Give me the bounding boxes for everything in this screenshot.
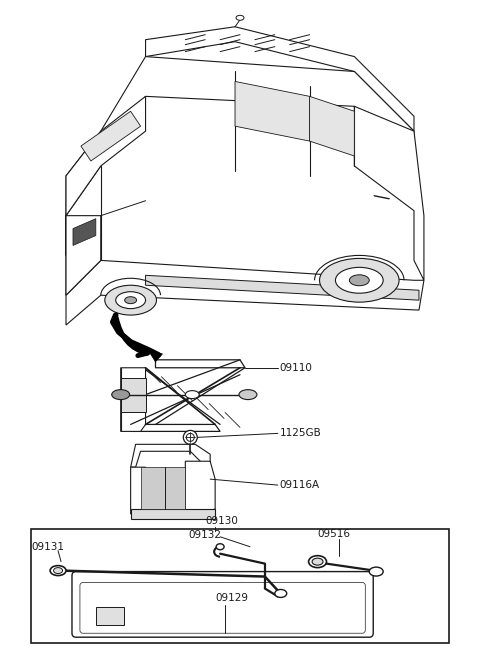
Text: 1125GB: 1125GB [280, 428, 322, 438]
FancyBboxPatch shape [72, 571, 373, 637]
Text: 09130: 09130 [205, 516, 238, 526]
Ellipse shape [50, 565, 66, 575]
Polygon shape [101, 56, 414, 166]
Ellipse shape [54, 567, 62, 573]
Ellipse shape [112, 390, 130, 400]
Polygon shape [131, 444, 210, 479]
Text: 09110: 09110 [280, 363, 312, 373]
Ellipse shape [183, 430, 197, 444]
Polygon shape [354, 106, 424, 280]
Ellipse shape [320, 258, 399, 302]
Ellipse shape [105, 285, 156, 315]
Polygon shape [120, 378, 145, 411]
Text: 09131: 09131 [31, 542, 64, 552]
Text: 09129: 09129 [215, 594, 248, 604]
Polygon shape [185, 461, 215, 514]
Polygon shape [156, 359, 245, 368]
Polygon shape [310, 96, 354, 156]
Polygon shape [66, 260, 424, 325]
FancyArrowPatch shape [116, 318, 147, 356]
Polygon shape [145, 276, 419, 300]
Polygon shape [81, 112, 141, 161]
Bar [31, 529, 449, 643]
Polygon shape [141, 467, 185, 509]
Polygon shape [235, 81, 310, 141]
Polygon shape [66, 96, 145, 216]
Ellipse shape [369, 567, 383, 576]
Polygon shape [148, 351, 162, 362]
Ellipse shape [125, 297, 137, 304]
Polygon shape [66, 131, 101, 295]
Polygon shape [120, 368, 145, 432]
Ellipse shape [336, 268, 383, 293]
Ellipse shape [216, 544, 224, 550]
Ellipse shape [239, 390, 257, 400]
Ellipse shape [349, 275, 369, 286]
Ellipse shape [275, 590, 287, 598]
Polygon shape [66, 216, 101, 295]
Polygon shape [131, 509, 215, 519]
Bar [96, 607, 124, 625]
Ellipse shape [186, 434, 194, 441]
Ellipse shape [309, 556, 326, 567]
Text: 09516: 09516 [318, 529, 350, 539]
Ellipse shape [116, 292, 145, 308]
Text: 09116A: 09116A [280, 480, 320, 490]
Ellipse shape [236, 15, 244, 20]
Polygon shape [131, 467, 156, 514]
Text: 09132: 09132 [189, 530, 222, 540]
Polygon shape [131, 424, 220, 432]
Ellipse shape [185, 390, 199, 399]
Polygon shape [73, 218, 96, 245]
Ellipse shape [312, 558, 323, 565]
Polygon shape [145, 27, 414, 131]
